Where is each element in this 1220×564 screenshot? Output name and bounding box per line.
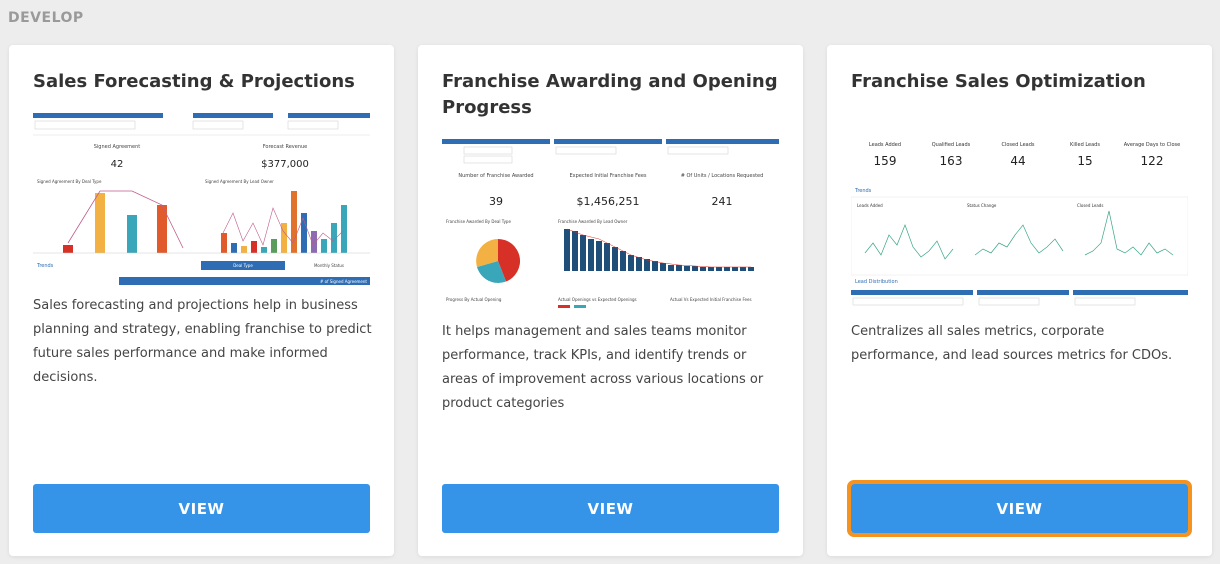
view-button[interactable]: VIEW xyxy=(33,484,370,533)
svg-text:Actual Vs Expected Initial Fra: Actual Vs Expected Initial Franchise Fee… xyxy=(670,297,752,302)
section-label: DEVELOP xyxy=(8,10,84,26)
card-description: It helps management and sales teams moni… xyxy=(442,324,764,411)
dashboard-preview-chart: Number of Franchise Awarded 39 Expected … xyxy=(442,139,779,308)
svg-text:Franchise Awarded By Lead Owne: Franchise Awarded By Lead Owner xyxy=(558,219,628,224)
dashboard-thumbnail: Signed Agreement 42 Forecast Revenue $37… xyxy=(33,113,370,285)
svg-text:Average Days to Close: Average Days to Close xyxy=(1124,142,1180,148)
svg-text:Signed Agreement: Signed Agreement xyxy=(94,144,141,150)
svg-text:Signed Agreement By Lead Owner: Signed Agreement By Lead Owner xyxy=(205,179,274,184)
svg-text:42: 42 xyxy=(111,159,124,170)
view-button[interactable]: VIEW xyxy=(442,484,779,533)
svg-text:241: 241 xyxy=(712,195,733,208)
card-franchise-sales-optimization: Franchise Sales Optimization Leads Added… xyxy=(827,45,1212,556)
svg-text:Closed Leads: Closed Leads xyxy=(1001,142,1034,148)
card-sales-forecasting: Sales Forecasting & Projections Signed A… xyxy=(9,45,394,556)
svg-text:Number of Franchise Awarded: Number of Franchise Awarded xyxy=(458,173,533,179)
svg-text:Trends: Trends xyxy=(36,263,54,269)
svg-text:Actual Openings vs Expected Op: Actual Openings vs Expected Openings xyxy=(558,297,637,302)
svg-text:15: 15 xyxy=(1077,154,1092,168)
svg-text:Deal Type: Deal Type xyxy=(233,263,253,268)
svg-text:Closed Leads: Closed Leads xyxy=(1077,203,1103,208)
card-title: Franchise Sales Optimization xyxy=(851,71,1146,92)
svg-text:Lead Distribution: Lead Distribution xyxy=(855,279,898,285)
svg-text:Status Change: Status Change xyxy=(967,203,997,208)
svg-text:159: 159 xyxy=(874,154,897,168)
svg-text:39: 39 xyxy=(489,195,503,208)
svg-text:Killed Leads: Killed Leads xyxy=(1070,142,1100,148)
dashboard-preview-chart: Signed Agreement 42 Forecast Revenue $37… xyxy=(33,113,370,285)
svg-text:Trends: Trends xyxy=(854,188,872,194)
card-description: Centralizes all sales metrics, corporate… xyxy=(851,324,1173,363)
svg-text:Forecast Revenue: Forecast Revenue xyxy=(263,144,308,150)
dashboard-thumbnail: Number of Franchise Awarded 39 Expected … xyxy=(442,139,779,311)
svg-text:Qualified Leads: Qualified Leads xyxy=(932,142,971,148)
card-franchise-awarding: Franchise Awarding and Opening Progress … xyxy=(418,45,803,556)
svg-text:Leads Added: Leads Added xyxy=(869,142,901,148)
svg-text:$1,456,251: $1,456,251 xyxy=(577,195,640,208)
svg-text:Leads Added: Leads Added xyxy=(857,203,883,208)
card-description: Sales forecasting and projections help i… xyxy=(33,298,372,385)
svg-text:Franchise Awarded By Deal Type: Franchise Awarded By Deal Type xyxy=(446,219,511,224)
dashboard-thumbnail: Leads Added 159 Qualified Leads 163 Clos… xyxy=(851,135,1188,307)
svg-text:# Of Units / Locations Request: # Of Units / Locations Requested xyxy=(681,173,764,179)
card-title: Franchise Awarding and Opening Progress xyxy=(442,71,778,118)
svg-text:44: 44 xyxy=(1010,154,1025,168)
svg-text:Signed Agreement By Deal Type: Signed Agreement By Deal Type xyxy=(37,179,102,184)
svg-text:Monthly Status: Monthly Status xyxy=(314,263,344,268)
svg-text:Expected Initial Franchise Fee: Expected Initial Franchise Fees xyxy=(569,173,646,179)
svg-text:163: 163 xyxy=(940,154,963,168)
svg-text:122: 122 xyxy=(1141,154,1164,168)
view-button[interactable]: VIEW xyxy=(847,480,1192,537)
dashboard-preview-chart: Leads Added 159 Qualified Leads 163 Clos… xyxy=(851,142,1188,306)
svg-text:Progress By Actual Opening: Progress By Actual Opening xyxy=(446,297,502,302)
svg-text:# of Signed Agreement: # of Signed Agreement xyxy=(320,279,367,284)
card-title: Sales Forecasting & Projections xyxy=(33,71,355,92)
svg-text:$377,000: $377,000 xyxy=(261,159,309,170)
